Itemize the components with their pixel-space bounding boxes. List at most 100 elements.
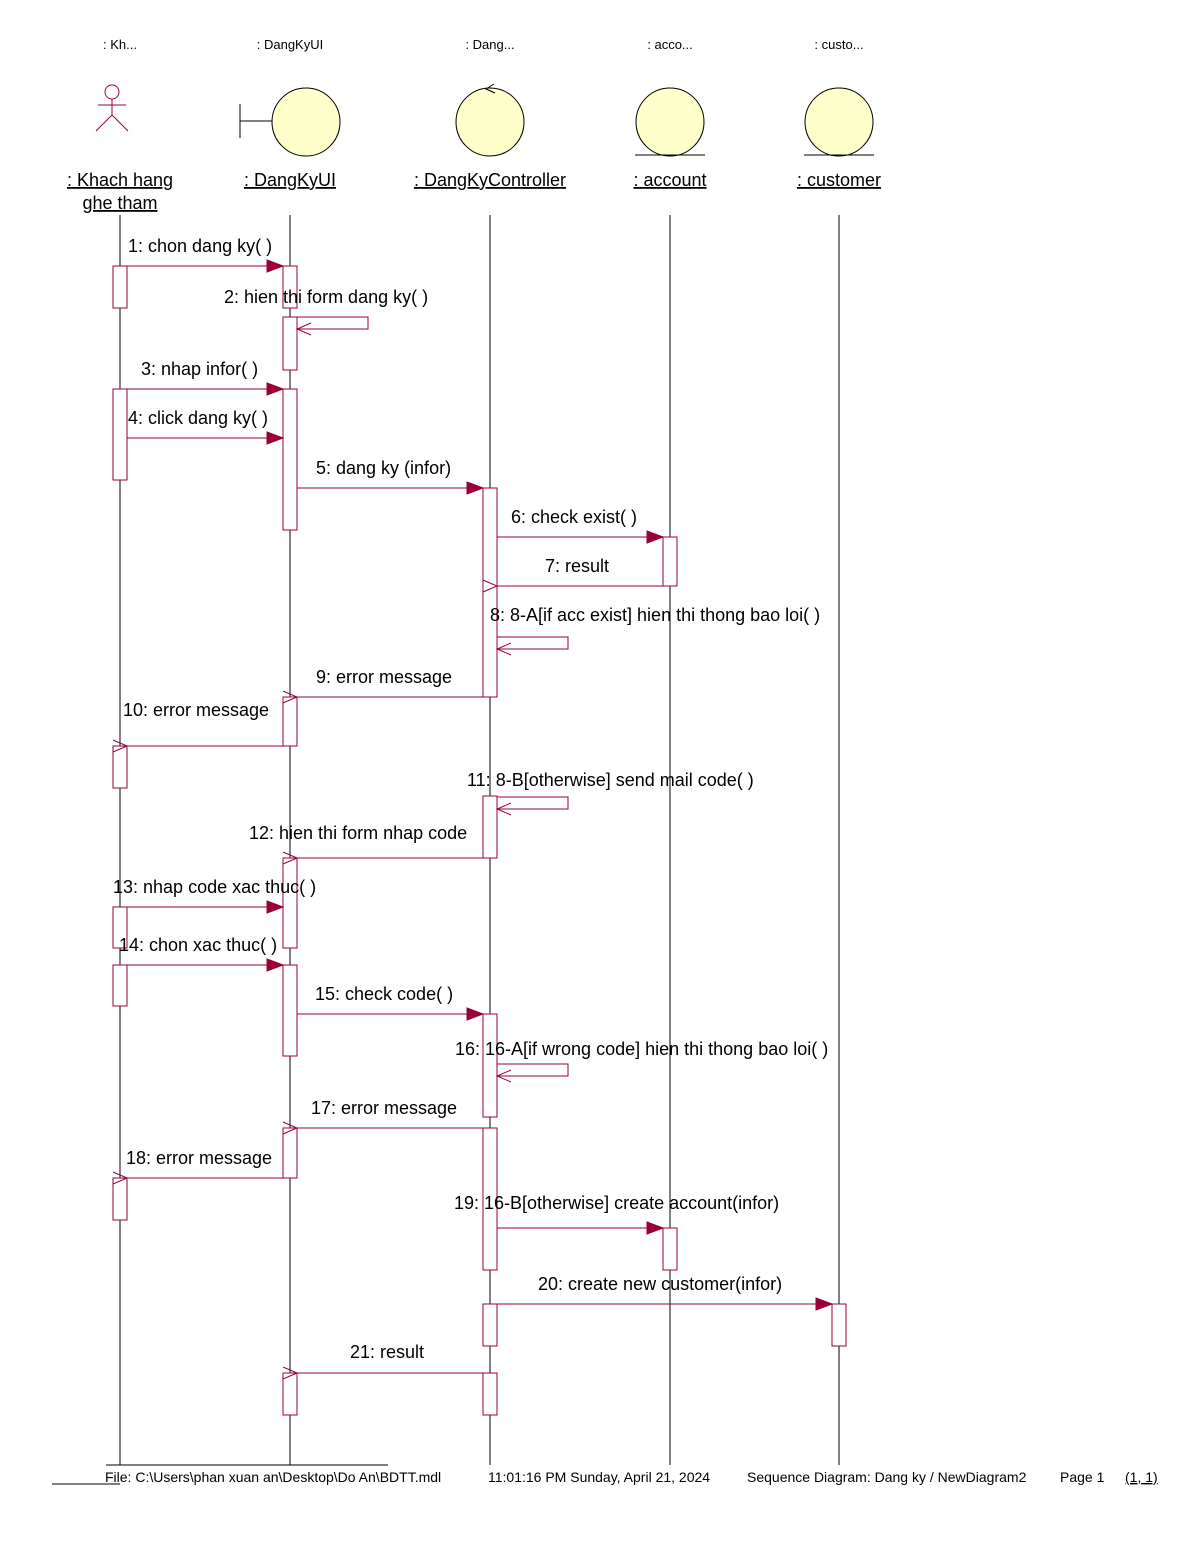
footer-diagram-name: Sequence Diagram: Dang ky / NewDiagram2 bbox=[747, 1469, 1027, 1485]
activation-bar bbox=[282, 964, 298, 1057]
message-label: 14: chon xac thuc( ) bbox=[119, 935, 277, 955]
entity-icon bbox=[804, 87, 874, 157]
footer-time: 11:01:16 PM Sunday, April 21, 2024 bbox=[488, 1469, 710, 1485]
activation-bar bbox=[112, 265, 128, 309]
message-label: 11: 8-B[otherwise] send mail code( ) bbox=[467, 770, 754, 790]
activation-bar bbox=[482, 487, 498, 698]
footer-file: File: C:\Users\phan xuan an\Desktop\Do A… bbox=[105, 1469, 441, 1485]
message-3: 3: nhap infor( ) bbox=[127, 359, 285, 396]
ellipse bbox=[635, 87, 705, 157]
message-19: 19: 16-B[otherwise] create account(infor… bbox=[454, 1193, 779, 1235]
message-label: 19: 16-B[otherwise] create account(infor… bbox=[454, 1193, 779, 1213]
footer-page: Page 1 bbox=[1060, 1469, 1105, 1485]
open-arrowhead bbox=[112, 1171, 129, 1185]
message-label: 2: hien thi form dang ky( ) bbox=[224, 287, 428, 307]
message-17: 17: error message bbox=[282, 1098, 483, 1135]
activation-bar bbox=[831, 1303, 847, 1347]
ellipse bbox=[804, 87, 874, 157]
open-arrowhead bbox=[282, 690, 299, 704]
message-label: 21: result bbox=[350, 1342, 424, 1362]
message-label: 18: error message bbox=[126, 1148, 272, 1168]
activation-bar bbox=[482, 795, 498, 859]
open-arrowhead bbox=[282, 851, 299, 865]
message-label: 12: hien thi form nhap code bbox=[249, 823, 467, 843]
message-8: 8: 8-A[if acc exist] hien thi thong bao … bbox=[490, 605, 820, 656]
activation-bar bbox=[112, 388, 128, 481]
message-6: 6: check exist( ) bbox=[497, 507, 665, 544]
filled-arrowhead bbox=[646, 1221, 665, 1235]
filled-arrowhead bbox=[266, 958, 285, 972]
activation-bar bbox=[112, 745, 128, 789]
participant-short-label: : acco... bbox=[647, 37, 693, 52]
entity-icon bbox=[635, 87, 705, 157]
activation-bar bbox=[662, 536, 678, 587]
filled-arrowhead bbox=[815, 1297, 834, 1311]
ellipse bbox=[455, 87, 525, 157]
activation-bar bbox=[482, 1303, 498, 1347]
message-1: 1: chon dang ky( ) bbox=[127, 236, 285, 273]
boundary-bar bbox=[239, 104, 272, 138]
activation-bar bbox=[662, 1227, 678, 1271]
activation-bar bbox=[482, 1372, 498, 1416]
message-label: 6: check exist( ) bbox=[511, 507, 637, 527]
open-arrowhead bbox=[495, 642, 512, 656]
message-14: 14: chon xac thuc( ) bbox=[119, 935, 285, 972]
open-arrowhead bbox=[112, 739, 129, 753]
message-2: 2: hien thi form dang ky( ) bbox=[224, 287, 428, 336]
message-18: 18: error message bbox=[112, 1148, 283, 1185]
activation-bar bbox=[282, 1372, 298, 1416]
message-21: 21: result bbox=[282, 1342, 483, 1380]
activation-bar bbox=[282, 265, 298, 309]
message-label: 17: error message bbox=[311, 1098, 457, 1118]
actor-head bbox=[104, 84, 120, 100]
message-9: 9: error message bbox=[282, 667, 483, 704]
activation-bar bbox=[282, 1127, 298, 1179]
control-arrow bbox=[484, 83, 496, 94]
filled-arrowhead bbox=[466, 481, 485, 495]
activation-bar bbox=[482, 1127, 498, 1271]
message-label: 16: 16-A[if wrong code] hien thi thong b… bbox=[455, 1039, 828, 1059]
filled-arrowhead bbox=[266, 382, 285, 396]
message-label: 10: error message bbox=[123, 700, 269, 720]
message-label: 15: check code( ) bbox=[315, 984, 453, 1004]
message-4: 4: click dang ky( ) bbox=[127, 408, 285, 445]
participant-short-label: : DangKyUI bbox=[257, 37, 323, 52]
actor-body bbox=[95, 99, 129, 132]
message-label: 9: error message bbox=[316, 667, 452, 687]
control-icon bbox=[455, 83, 525, 157]
participant-name: : customer bbox=[797, 170, 881, 190]
open-arrowhead bbox=[495, 802, 512, 816]
message-16: 16: 16-A[if wrong code] hien thi thong b… bbox=[455, 1039, 828, 1083]
filled-arrowhead bbox=[266, 431, 285, 445]
message-7: 7: result bbox=[482, 556, 663, 593]
open-arrowhead bbox=[495, 1069, 512, 1083]
participant-short-label: : Dang... bbox=[465, 37, 514, 52]
filled-arrowhead bbox=[646, 530, 665, 544]
activation-bar bbox=[282, 316, 298, 371]
footer-coords: (1, 1) bbox=[1125, 1469, 1158, 1485]
message-11: 11: 8-B[otherwise] send mail code( ) bbox=[467, 770, 754, 816]
message-13: 13: nhap code xac thuc( ) bbox=[113, 877, 316, 914]
activation-bar bbox=[482, 1013, 498, 1118]
message-label: 20: create new customer(infor) bbox=[538, 1274, 782, 1294]
self-call-line bbox=[497, 1063, 569, 1077]
ellipse bbox=[271, 87, 341, 157]
message-label: 5: dang ky (infor) bbox=[316, 458, 451, 478]
message-label: 7: result bbox=[545, 556, 609, 576]
open-arrowhead bbox=[482, 579, 499, 593]
filled-arrowhead bbox=[266, 259, 285, 273]
message-label: 1: chon dang ky( ) bbox=[128, 236, 272, 256]
activation-bar bbox=[112, 906, 128, 949]
participant-name: : DangKyController bbox=[414, 170, 566, 190]
self-call-line bbox=[497, 796, 569, 810]
message-5: 5: dang ky (infor) bbox=[297, 458, 485, 495]
activation-bar bbox=[112, 1177, 128, 1221]
message-15: 15: check code( ) bbox=[297, 984, 485, 1021]
self-call-line bbox=[297, 316, 369, 330]
participant-name: : Khach hang bbox=[67, 170, 173, 190]
filled-arrowhead bbox=[466, 1007, 485, 1021]
activation-bar bbox=[282, 388, 298, 531]
boundary-icon bbox=[239, 87, 341, 157]
